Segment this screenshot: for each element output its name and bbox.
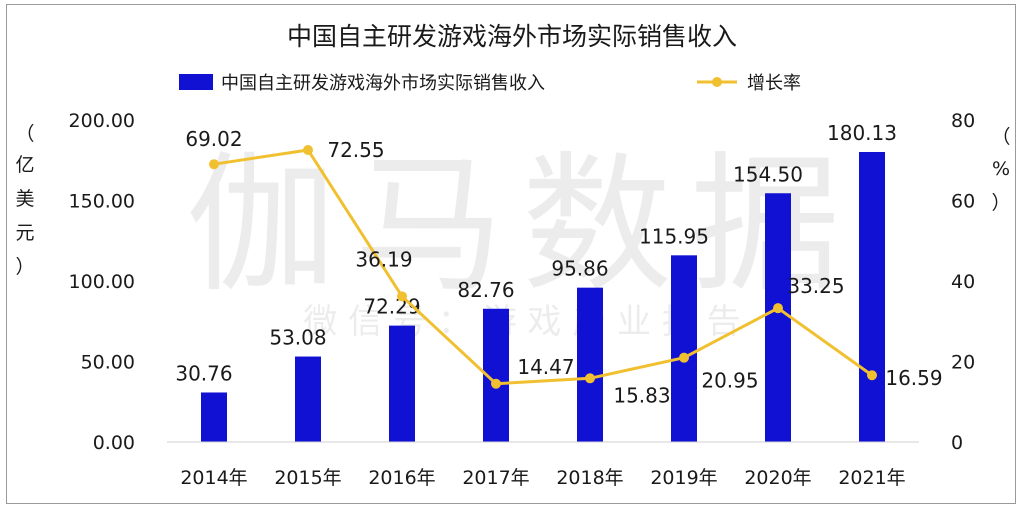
bar-data-label: 95.86 — [551, 257, 608, 281]
bar-series: 30.7653.0872.2982.7695.86115.95154.50180… — [175, 121, 897, 442]
x-axis: 2014年 2015年 2016年 2017年 2018年 2019年 2020年 2021年 — [167, 441, 919, 489]
x-tick-label: 2020年 — [744, 467, 811, 489]
y-right-tick-label: 0 — [951, 432, 963, 454]
x-tick-label: 2017年 — [462, 467, 529, 489]
bar-data-label: 30.76 — [175, 361, 232, 385]
growth-line — [213, 148, 873, 386]
bar-data-label: 180.13 — [827, 121, 897, 145]
bar-data-label: 82.76 — [457, 278, 514, 302]
y-left-label-char: ） — [15, 256, 34, 278]
line-point — [303, 144, 313, 155]
line-data-label: 14.47 — [517, 355, 574, 379]
line-point — [679, 352, 689, 363]
line-data-label: 72.55 — [327, 138, 384, 162]
legend-bar-label: 中国自主研发游戏海外市场实际销售收入 — [221, 73, 545, 94]
y-right-label-char: ） — [991, 192, 1010, 214]
chart-frame: 伽马数据 微 信 号 ： 游 戏 产 业 报 告 中国自主研发游戏海外市场实际销… — [6, 4, 1016, 504]
bar — [671, 255, 697, 442]
line-data-label: 69.02 — [185, 127, 242, 151]
bar — [577, 287, 603, 442]
line-data-label: 15.83 — [613, 383, 670, 407]
line-point — [397, 291, 407, 302]
y-left-tick-label: 50.00 — [81, 352, 135, 374]
bar — [389, 325, 415, 442]
y-left-tick-label: 200.00 — [69, 110, 135, 132]
line-point — [867, 370, 877, 381]
y-right-label-char: （ — [991, 126, 1010, 148]
y-right-axis: 0 20 40 60 80 — [951, 110, 975, 454]
line-data-label: 16.59 — [885, 366, 942, 390]
x-tick-label: 2018年 — [556, 467, 623, 489]
line-point — [491, 378, 501, 389]
y-right-tick-label: 80 — [951, 110, 975, 132]
chart-title: 中国自主研发游戏海外市场实际销售收入 — [287, 22, 737, 51]
y-left-label-char: 亿 — [15, 154, 34, 176]
y-left-axis: 0.00 50.00 100.00 150.00 200.00 — [69, 110, 135, 454]
y-left-label-char: 美 — [15, 188, 34, 210]
y-left-tick-label: 0.00 — [93, 432, 135, 454]
bar-data-label: 115.95 — [639, 224, 709, 248]
x-tick-label: 2014年 — [180, 467, 247, 489]
line-data-label: 20.95 — [701, 369, 758, 393]
bar-data-label: 154.50 — [733, 162, 803, 186]
x-tick-label: 2021年 — [838, 467, 905, 489]
legend-bar-swatch — [179, 74, 213, 90]
bar — [765, 193, 791, 442]
x-tick-label: 2016年 — [368, 467, 435, 489]
watermark-main: 伽马数据 — [186, 139, 858, 313]
y-left-tick-label: 100.00 — [69, 271, 135, 293]
y-right-tick-label: 60 — [951, 191, 975, 213]
line-point — [209, 159, 219, 170]
bar — [295, 356, 321, 442]
x-tick-label: 2019年 — [650, 467, 717, 489]
legend-line-marker — [712, 77, 722, 87]
y-right-tick-label: 20 — [951, 352, 975, 374]
legend: 中国自主研发游戏海外市场实际销售收入 增长率 — [179, 73, 801, 94]
legend-line-label: 增长率 — [747, 73, 801, 94]
x-tick-label: 2015年 — [274, 467, 341, 489]
bar — [201, 392, 227, 442]
bar — [859, 151, 885, 442]
bar-data-label: 53.08 — [269, 326, 326, 350]
y-right-tick-label: 40 — [951, 271, 975, 293]
line-data-label: 36.19 — [355, 247, 412, 271]
y-left-label-char: 元 — [15, 222, 34, 244]
line-data-label: 33.25 — [787, 274, 844, 298]
y-left-tick-label: 150.00 — [69, 191, 135, 213]
y-left-label-char: （ — [15, 123, 34, 145]
growth-line-series: 69.02 72.55 36.19 14.47 15.83 20.95 33.25 16.59 — [185, 127, 942, 407]
watermark-sub: 微 信 号 ： 游 戏 产 业 报 告 — [303, 302, 740, 342]
y-right-label-char: % — [992, 158, 1010, 180]
line-point — [585, 373, 595, 384]
chart-canvas: 伽马数据 微 信 号 ： 游 戏 产 业 报 告 中国自主研发游戏海外市场实际销… — [15, 22, 1010, 489]
line-point — [773, 303, 783, 314]
